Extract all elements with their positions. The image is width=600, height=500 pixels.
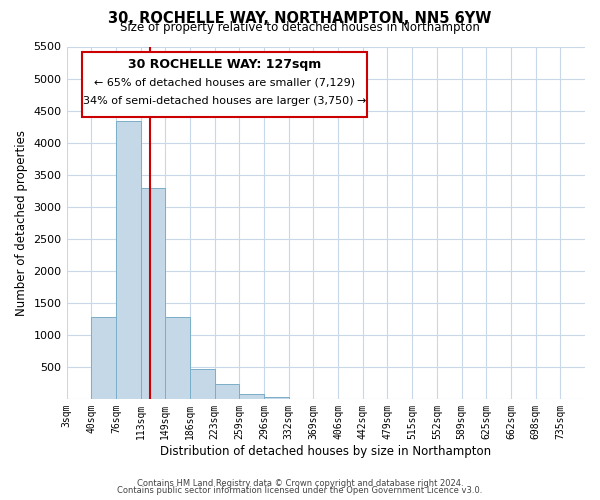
Text: ← 65% of detached houses are smaller (7,129): ← 65% of detached houses are smaller (7,… (94, 77, 355, 87)
Bar (165, 317, 190, 399)
Text: 30, ROCHELLE WAY, NORTHAMPTON, NN5 6YW: 30, ROCHELLE WAY, NORTHAMPTON, NN5 6YW (109, 11, 491, 26)
Y-axis label: Number of detached properties: Number of detached properties (15, 130, 28, 316)
Bar (116, 122, 140, 399)
Text: Contains HM Land Registry data © Crown copyright and database right 2024.: Contains HM Land Registry data © Crown c… (137, 478, 463, 488)
Bar (264, 396, 289, 399)
Text: 34% of semi-detached houses are larger (3,750) →: 34% of semi-detached houses are larger (… (83, 96, 367, 106)
FancyBboxPatch shape (82, 52, 367, 117)
Text: Size of property relative to detached houses in Northampton: Size of property relative to detached ho… (120, 22, 480, 35)
Bar (91, 318, 116, 399)
X-axis label: Distribution of detached houses by size in Northampton: Distribution of detached houses by size … (160, 444, 491, 458)
Text: 30 ROCHELLE WAY: 127sqm: 30 ROCHELLE WAY: 127sqm (128, 58, 321, 71)
Bar (215, 384, 239, 399)
Bar (239, 394, 264, 399)
Text: Contains public sector information licensed under the Open Government Licence v3: Contains public sector information licen… (118, 486, 482, 495)
Bar (190, 368, 215, 399)
Bar (140, 188, 165, 399)
